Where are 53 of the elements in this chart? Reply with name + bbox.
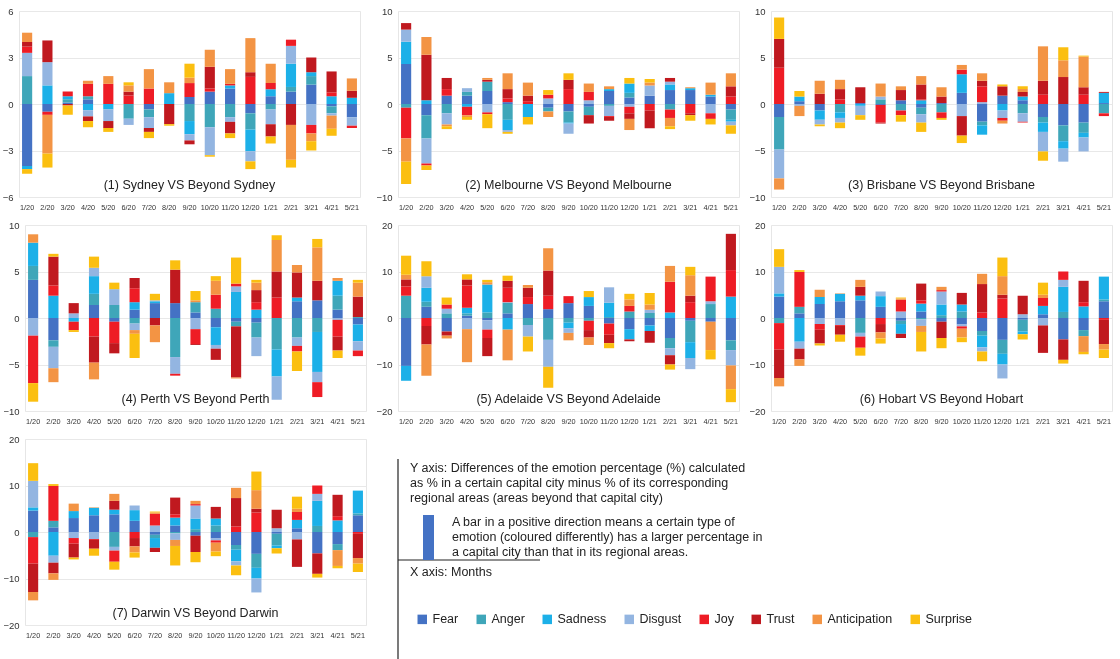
y-tick-label: −20 bbox=[376, 405, 393, 417]
y-tick-label: −10 bbox=[3, 405, 20, 417]
y-tick-label: 10 bbox=[8, 219, 20, 231]
y-tick-label: 0 bbox=[387, 98, 393, 110]
text: (6) Hobart VS Beyond Hobart bbox=[859, 392, 1024, 406]
y-tick-label: 0 bbox=[14, 526, 20, 538]
y-tick-label: 3 bbox=[8, 52, 14, 63]
y-tick-label: −10 bbox=[749, 359, 766, 370]
legend-label: Anger bbox=[491, 612, 525, 627]
text: (5) Adelaide VS Beyond Adelaide bbox=[476, 392, 661, 406]
y-tick-label: 0 bbox=[387, 312, 393, 324]
text: (2) Melbourne VS Beyond Melbourne bbox=[465, 178, 672, 192]
y-tick-label: −20 bbox=[3, 619, 20, 631]
y-tick-label: −10 bbox=[376, 191, 393, 203]
y-tick-label: −6 bbox=[2, 191, 14, 203]
y-tick-label: 0 bbox=[760, 98, 766, 110]
text: X axis: Months bbox=[410, 565, 493, 580]
y-tick-label: −10 bbox=[3, 573, 20, 584]
y-tick-label: −3 bbox=[2, 145, 14, 156]
y-tick-label: 20 bbox=[8, 433, 20, 445]
text: A bar in a positive direction means a certain type of emotion (coloured differently) has a larger percentage in a capital city than that in its regional areas. bbox=[452, 515, 764, 560]
y-tick-label: 10 bbox=[381, 5, 393, 17]
legend-label: Fear bbox=[432, 612, 459, 627]
y-tick-label: −5 bbox=[754, 145, 766, 156]
y-tick-label: 10 bbox=[754, 5, 766, 17]
y-tick-label: −20 bbox=[749, 405, 766, 417]
y-tick-label: 6 bbox=[8, 5, 14, 17]
y-tick-label: −10 bbox=[749, 191, 766, 203]
y-tick-label: 0 bbox=[14, 312, 20, 324]
y-tick-label: 5 bbox=[760, 52, 766, 63]
legend-label: Trust bbox=[766, 612, 796, 627]
legend-label: Anticipation bbox=[827, 612, 893, 627]
y-tick-label: 20 bbox=[754, 219, 766, 231]
y-tick-label: 0 bbox=[760, 312, 766, 324]
legend-label: Surprise bbox=[925, 612, 973, 627]
legend-label: Joy bbox=[714, 612, 735, 627]
y-tick-label: 5 bbox=[387, 52, 393, 63]
y-tick-label: 5 bbox=[14, 266, 20, 277]
text: (4) Perth VS Beyond Perth bbox=[121, 392, 270, 406]
y-tick-label: 20 bbox=[381, 219, 393, 231]
y-tick-label: 0 bbox=[8, 98, 14, 110]
text: (1) Sydney VS Beyond Sydney bbox=[103, 178, 277, 192]
text: (7) Darwin VS Beyond Darwin bbox=[112, 606, 279, 620]
legend-label: Sadness bbox=[557, 612, 607, 627]
text: Y axis: Differences of the emotion percentage (%) calculated as % in a certain capital city minus % of its corresponding regional areas (areas beyond that capital city) bbox=[410, 461, 747, 506]
y-tick-label: −5 bbox=[8, 359, 20, 370]
y-tick-label: 10 bbox=[381, 266, 393, 277]
y-tick-label: −5 bbox=[381, 145, 393, 156]
text: (3) Brisbane VS Beyond Brisbane bbox=[848, 178, 1035, 192]
legend-label: Disgust bbox=[639, 612, 682, 627]
y-tick-label: 10 bbox=[8, 480, 20, 491]
y-tick-label: 10 bbox=[754, 266, 766, 277]
y-tick-label: −10 bbox=[376, 359, 393, 370]
